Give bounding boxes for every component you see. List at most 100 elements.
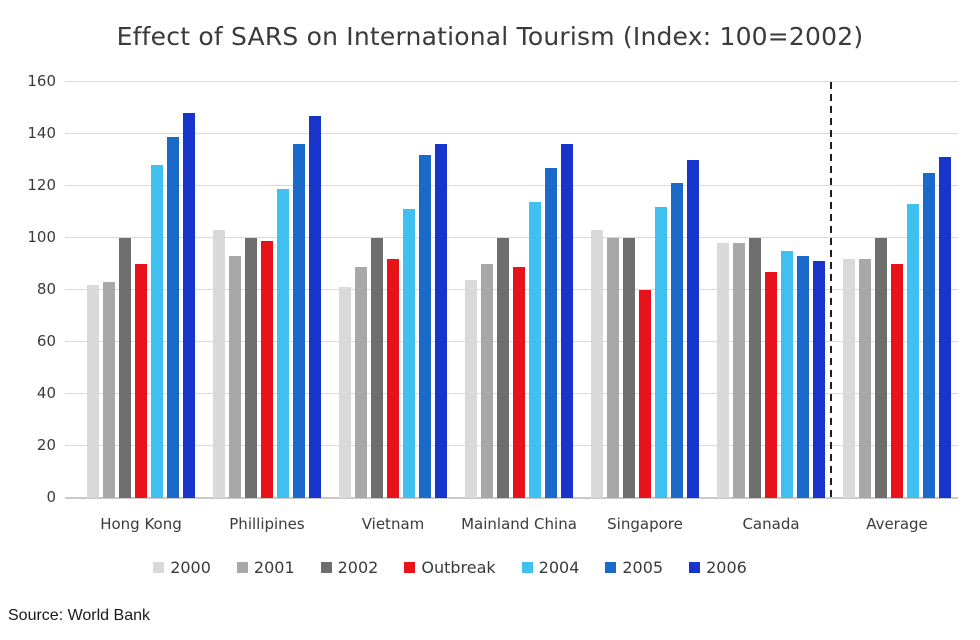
y-tick-label: 40 xyxy=(36,384,56,402)
bar-2000 xyxy=(213,230,225,498)
bar-outbreak xyxy=(639,290,651,498)
legend-marker-icon xyxy=(153,562,165,573)
legend-item-2006: 2006 xyxy=(689,558,747,577)
bar-2001 xyxy=(481,264,493,498)
gridline xyxy=(65,445,958,446)
bar-2005 xyxy=(419,154,431,498)
gridline xyxy=(65,289,958,290)
bar-group-phillipines xyxy=(213,115,321,498)
gridline xyxy=(65,133,958,134)
bar-outbreak xyxy=(513,266,525,498)
gridline xyxy=(65,81,958,82)
y-axis-labels: 0 20 40 60 80 100 120 140 160 xyxy=(0,0,58,640)
legend-item-2000: 2000 xyxy=(153,558,211,577)
bar-2000 xyxy=(339,287,351,498)
x-tick-label: Hong Kong xyxy=(100,515,182,533)
bar-2005 xyxy=(167,136,179,498)
bar-2000 xyxy=(87,284,99,498)
bar-group-average xyxy=(843,157,951,498)
legend-item-outbreak: Outbreak xyxy=(404,558,496,577)
bar-2006 xyxy=(687,160,699,498)
bar-2005 xyxy=(797,256,809,498)
bar-2006 xyxy=(309,115,321,498)
bar-outbreak xyxy=(261,240,273,498)
legend-marker-icon xyxy=(236,562,248,573)
average-separator-dashed-line xyxy=(830,82,832,498)
bar-outbreak xyxy=(135,264,147,498)
bar-outbreak xyxy=(891,264,903,498)
bar-2004 xyxy=(781,251,793,498)
gridline xyxy=(65,393,958,394)
bar-2002 xyxy=(119,238,131,498)
y-tick-label: 80 xyxy=(36,280,56,298)
x-tick-label: Phillipines xyxy=(229,515,305,533)
bar-2004 xyxy=(655,206,667,498)
bar-2006 xyxy=(561,144,573,498)
y-tick-label: 160 xyxy=(27,72,56,90)
x-tick-label: Average xyxy=(866,515,928,533)
bar-2004 xyxy=(529,201,541,498)
bar-outbreak xyxy=(387,258,399,498)
bar-2006 xyxy=(939,157,951,498)
bar-2001 xyxy=(229,256,241,498)
bar-2004 xyxy=(151,165,163,498)
source-note: Source: World Bank xyxy=(8,607,150,624)
y-tick-label: 100 xyxy=(27,228,56,246)
legend-item-2002: 2002 xyxy=(320,558,379,577)
y-tick-label: 0 xyxy=(46,488,56,506)
gridline xyxy=(65,237,958,238)
bar-2006 xyxy=(813,261,825,498)
legend-label: 2004 xyxy=(538,558,580,577)
legend-label: 2005 xyxy=(622,558,664,577)
bar-group-mainland-china xyxy=(465,144,573,498)
x-tick-label: Canada xyxy=(742,515,800,533)
bar-2005 xyxy=(671,183,683,498)
bar-2002 xyxy=(245,238,257,498)
bar-2002 xyxy=(371,238,383,498)
bar-2006 xyxy=(435,144,447,498)
x-axis-labels: Hong Kong Phillipines Vietnam Mainland Chin… xyxy=(65,515,958,541)
gridline xyxy=(65,185,958,186)
bar-2000 xyxy=(843,258,855,498)
bar-2002 xyxy=(875,238,887,498)
bar-2002 xyxy=(623,238,635,498)
x-tick-label: Singapore xyxy=(607,515,683,533)
bar-2001 xyxy=(607,238,619,498)
bar-2005 xyxy=(293,144,305,498)
gridline xyxy=(65,341,958,342)
legend: 2000 2001 2002 Outbreak 2004 2005 2006 xyxy=(0,558,900,577)
bar-group-singapore xyxy=(591,160,699,498)
bar-2004 xyxy=(907,204,919,498)
bar-2000 xyxy=(717,243,729,498)
bar-2002 xyxy=(749,238,761,498)
legend-label: 2000 xyxy=(170,558,211,577)
bar-2004 xyxy=(277,188,289,498)
legend-item-2005: 2005 xyxy=(605,558,663,577)
legend-item-2004: 2004 xyxy=(521,558,580,577)
y-tick-label: 140 xyxy=(27,124,56,142)
bar-2000 xyxy=(591,230,603,498)
y-tick-label: 60 xyxy=(36,332,56,350)
x-tick-label: Vietnam xyxy=(361,515,425,533)
y-tick-label: 20 xyxy=(36,436,56,454)
legend-label: 2001 xyxy=(253,558,295,577)
legend-marker-icon xyxy=(521,562,533,573)
bar-2000 xyxy=(465,279,477,498)
bar-2001 xyxy=(733,243,745,498)
legend-marker-icon xyxy=(605,562,617,573)
bar-2001 xyxy=(859,258,871,498)
bar-outbreak xyxy=(765,271,777,498)
legend-marker-icon xyxy=(689,562,701,573)
bar-2001 xyxy=(355,266,367,498)
legend-marker-icon xyxy=(404,562,416,573)
plot-area xyxy=(65,81,958,499)
x-tick-label: Mainland China xyxy=(461,515,577,533)
bar-group-vietnam xyxy=(339,144,447,498)
bar-2005 xyxy=(923,173,935,498)
legend-label: 2002 xyxy=(337,558,379,577)
bar-2001 xyxy=(103,282,115,498)
legend-marker-icon xyxy=(320,562,332,573)
legend-label: Outbreak xyxy=(421,558,496,577)
bar-group-hong-kong xyxy=(87,113,195,498)
chart-title: Effect of SARS on International Tourism … xyxy=(116,22,864,51)
